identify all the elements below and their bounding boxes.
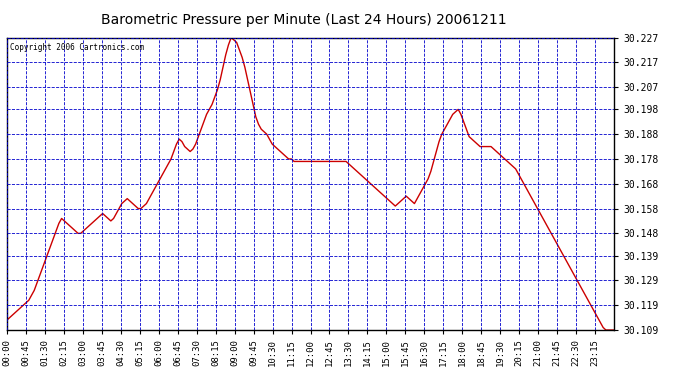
Text: Barometric Pressure per Minute (Last 24 Hours) 20061211: Barometric Pressure per Minute (Last 24 … <box>101 13 506 27</box>
Text: Copyright 2006 Cartronics.com: Copyright 2006 Cartronics.com <box>10 44 144 52</box>
